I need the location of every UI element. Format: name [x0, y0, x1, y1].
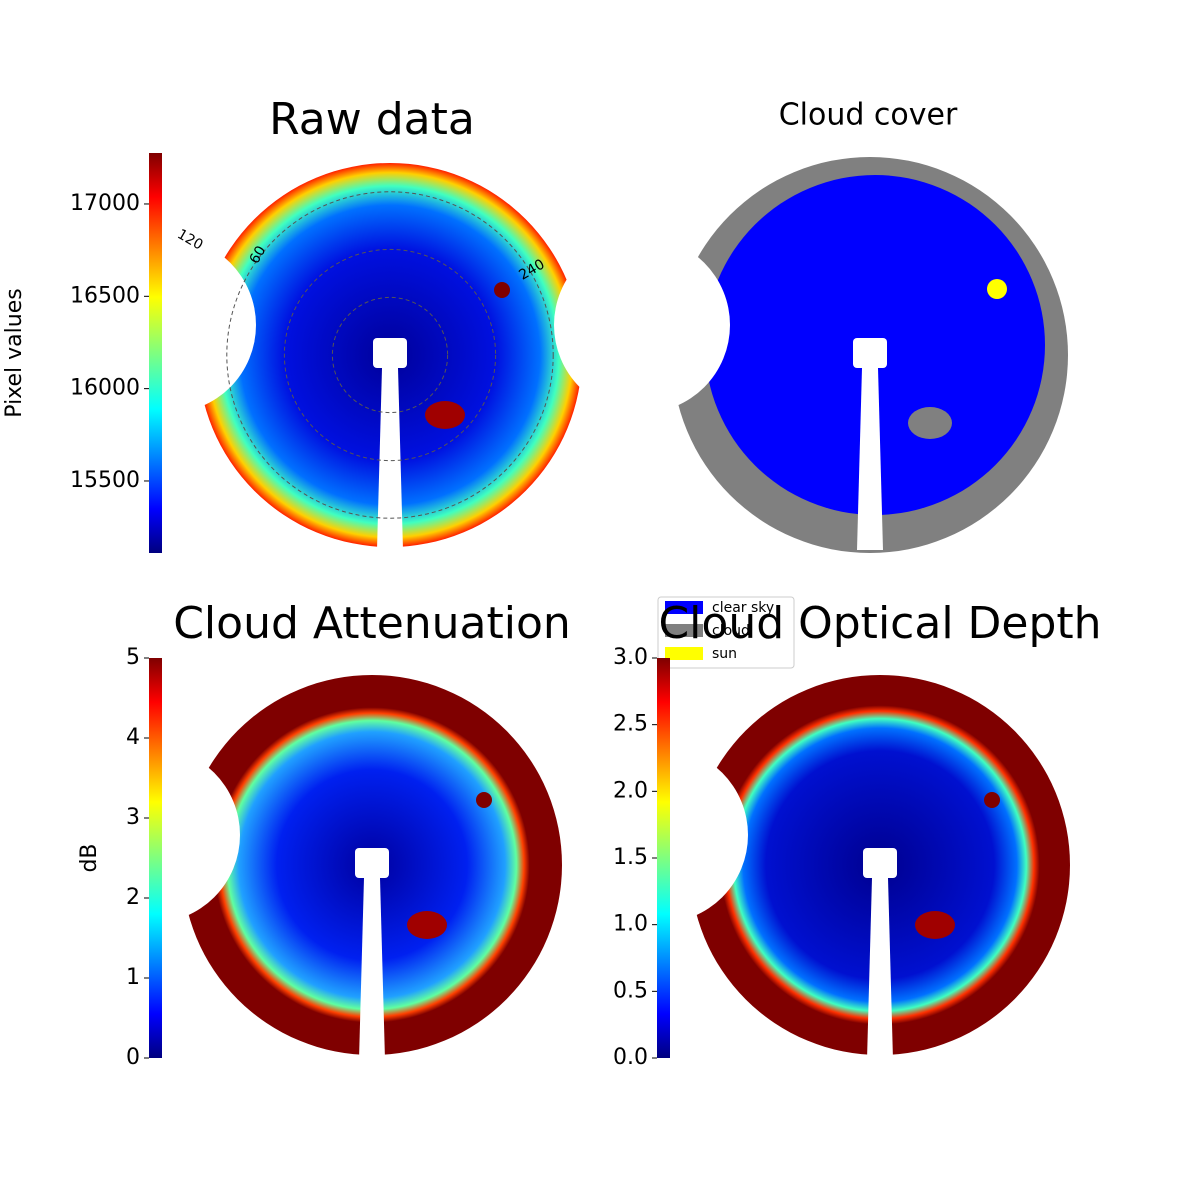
polar-grid	[331, 296, 449, 414]
legend-label: sun	[712, 646, 737, 662]
camera-mount	[355, 848, 389, 878]
legend-swatch	[665, 601, 703, 614]
cloud-patch	[407, 911, 447, 939]
polar-label: 60	[247, 243, 270, 266]
legend-label: clear sky	[712, 600, 774, 616]
panel-title: Cloud cover	[779, 98, 958, 133]
colorbar-tick-label: 2.5	[613, 712, 648, 737]
camera-arm	[857, 368, 883, 550]
colorbar-tick-label: 1	[126, 965, 140, 990]
cloud-patch	[915, 911, 955, 939]
camera-mount	[863, 848, 897, 878]
image-notch	[80, 237, 256, 413]
colorbar-tick-label: 0.5	[613, 978, 648, 1003]
polar-grid	[283, 248, 497, 462]
sun-spot	[476, 792, 492, 808]
sun-spot	[494, 282, 510, 298]
panel-title: Raw data	[269, 94, 475, 145]
sun-spot	[984, 792, 1000, 808]
camera-arm	[377, 368, 403, 550]
cloud-patch	[425, 401, 465, 429]
colorbar-tick-label: 4	[126, 725, 140, 750]
colorbar	[657, 658, 670, 1058]
colorbar-tick-label: 16000	[70, 376, 140, 401]
colorbar-tick-label: 17000	[70, 191, 140, 216]
sun-spot	[987, 279, 1007, 299]
colorbar-tick-label: 3.0	[613, 645, 648, 670]
colorbar-tick-label: 1.0	[613, 912, 648, 937]
colorbar-label: Pixel values	[2, 288, 27, 417]
colorbar-tick-label: 3	[126, 805, 140, 830]
image-notch	[554, 237, 730, 413]
panel-title: Cloud Optical Depth	[658, 598, 1101, 649]
legend-swatch	[665, 624, 703, 637]
cloud-patch	[908, 407, 952, 439]
colorbar	[149, 658, 162, 1058]
colorbar	[149, 153, 162, 553]
legend-swatch	[665, 647, 703, 660]
camera-mount	[853, 338, 887, 368]
legend-label: cloud	[712, 623, 750, 639]
camera-arm	[867, 878, 893, 1060]
camera-mount	[373, 338, 407, 368]
colorbar-label: dB	[77, 843, 102, 872]
colorbar-tick-label: 2.0	[613, 778, 648, 803]
colorbar-tick-label: 1.5	[613, 845, 648, 870]
colorbar-tick-label: 0.0	[613, 1045, 648, 1070]
colorbar-tick-label: 5	[126, 645, 140, 670]
colorbar-tick-label: 2	[126, 885, 140, 910]
colorbar-tick-label: 15500	[70, 468, 140, 493]
camera-arm	[359, 878, 385, 1060]
polar-grid	[226, 191, 554, 519]
panel-title: Cloud Attenuation	[173, 598, 571, 649]
colorbar-tick-label: 16500	[70, 283, 140, 308]
colorbar-tick-label: 0	[126, 1045, 140, 1070]
